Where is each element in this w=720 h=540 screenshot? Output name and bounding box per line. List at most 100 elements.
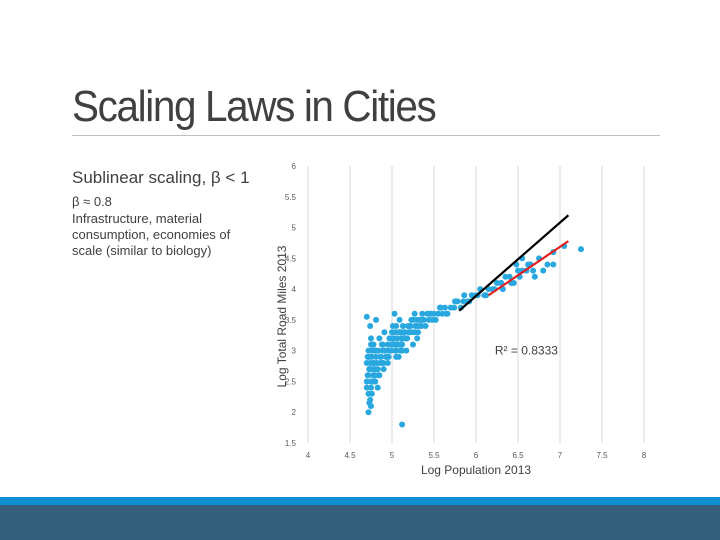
data-point — [364, 353, 371, 360]
data-point — [380, 366, 387, 373]
x-tick-label: 5 — [390, 451, 395, 460]
scaling-description: Infrastructure, material consumption, ec… — [72, 211, 231, 258]
data-point — [413, 323, 420, 330]
y-tick-label: 2.5 — [285, 377, 297, 386]
x-tick-label: 7.5 — [596, 451, 608, 460]
data-point — [420, 316, 427, 323]
data-point — [540, 267, 547, 274]
data-point — [452, 298, 458, 305]
data-point — [506, 273, 513, 280]
data-point — [367, 323, 374, 330]
footer-band — [0, 505, 720, 540]
data-point — [377, 359, 384, 366]
data-point — [387, 347, 394, 354]
y-tick-label: 5 — [292, 224, 297, 233]
data-point — [385, 353, 392, 360]
data-point — [366, 366, 373, 373]
y-tick-label: 4.5 — [285, 254, 297, 263]
data-point — [363, 359, 370, 366]
data-point — [502, 273, 509, 280]
data-point — [410, 341, 416, 348]
data-point — [483, 292, 490, 299]
y-tick-label: 3.5 — [285, 316, 297, 325]
data-point — [578, 246, 584, 253]
data-point — [550, 261, 557, 268]
data-point — [369, 378, 376, 385]
data-point — [422, 323, 429, 330]
scaling-heading: Sublinear scaling, β < 1 — [72, 168, 250, 187]
data-point — [441, 304, 448, 311]
data-point — [399, 341, 406, 348]
data-point — [393, 347, 400, 354]
data-point — [368, 384, 374, 391]
scatter-chart: 4 4.5 5 5.5 6 6.5 7 7.5 8 1.5 2 2.5 3 3.5 4 4.5 5 5.5 6 R… — [275, 162, 647, 477]
red-trend-line — [487, 240, 570, 297]
trend-lines — [458, 214, 570, 312]
data-point — [373, 353, 380, 360]
x-tick-label: 6 — [474, 451, 479, 460]
data-point — [376, 335, 383, 342]
x-tick-label: 8 — [642, 451, 647, 460]
outlier-point — [393, 323, 400, 330]
y-tick-label: 6 — [292, 162, 297, 171]
data-point — [363, 378, 370, 385]
x-tick-label: 6.5 — [512, 451, 524, 460]
y-tick-label: 4 — [292, 285, 297, 294]
x-tick-label: 4 — [306, 451, 311, 460]
data-point — [544, 261, 551, 268]
data-point — [411, 310, 418, 317]
data-point — [365, 372, 372, 379]
data-point — [373, 316, 380, 323]
y-tick-labels: 1.5 2 2.5 3 3.5 4 4.5 5 5.5 6 — [285, 162, 297, 448]
x-axis-title: Log Population 2013 — [421, 463, 531, 477]
data-point — [436, 304, 443, 311]
y-tick-label: 2 — [292, 408, 297, 417]
y-tick-label: 1.5 — [285, 439, 297, 448]
data-point — [392, 329, 399, 336]
data-point — [384, 341, 391, 348]
data-point — [426, 310, 433, 317]
data-point — [530, 267, 537, 274]
data-point — [371, 359, 378, 366]
data-point — [405, 329, 412, 336]
data-point — [381, 329, 388, 336]
slide-title: Scaling Laws in Cities — [72, 82, 437, 131]
x-tick-label: 5.5 — [428, 451, 440, 460]
data-points — [363, 243, 584, 428]
data-point — [395, 353, 402, 360]
data-point — [384, 359, 391, 366]
data-point — [451, 304, 458, 311]
data-point — [531, 273, 538, 280]
data-point — [370, 341, 377, 348]
data-point — [363, 384, 370, 391]
x-tick-label: 4.5 — [344, 451, 356, 460]
data-point — [394, 341, 401, 348]
data-point — [399, 347, 406, 354]
y-tick-label: 3 — [292, 347, 297, 356]
x-tick-labels: 4 4.5 5 5.5 6 6.5 7 7.5 8 — [306, 451, 647, 460]
data-point — [365, 409, 372, 416]
data-point — [399, 323, 406, 330]
data-point — [368, 353, 375, 360]
y-axis-title: Log Total Road Miles 2013 — [275, 245, 289, 387]
data-point — [431, 310, 437, 317]
title-divider — [72, 135, 660, 136]
data-point — [439, 310, 446, 317]
beta-value: β ≈ 0.8 — [72, 194, 112, 209]
data-point — [379, 347, 386, 354]
data-point — [378, 353, 385, 360]
data-point — [368, 335, 374, 342]
data-point — [370, 372, 377, 379]
data-point — [391, 310, 398, 317]
y-tick-label: 5.5 — [285, 193, 297, 202]
data-point — [373, 347, 380, 354]
outlier-point — [399, 421, 406, 428]
x-tick-label: 7 — [558, 451, 563, 460]
outlier-point — [363, 313, 370, 320]
data-point — [398, 329, 405, 336]
data-point — [415, 329, 422, 336]
black-trend-line — [458, 214, 570, 312]
data-point — [418, 323, 425, 330]
data-point — [461, 292, 468, 299]
data-point — [414, 335, 421, 342]
